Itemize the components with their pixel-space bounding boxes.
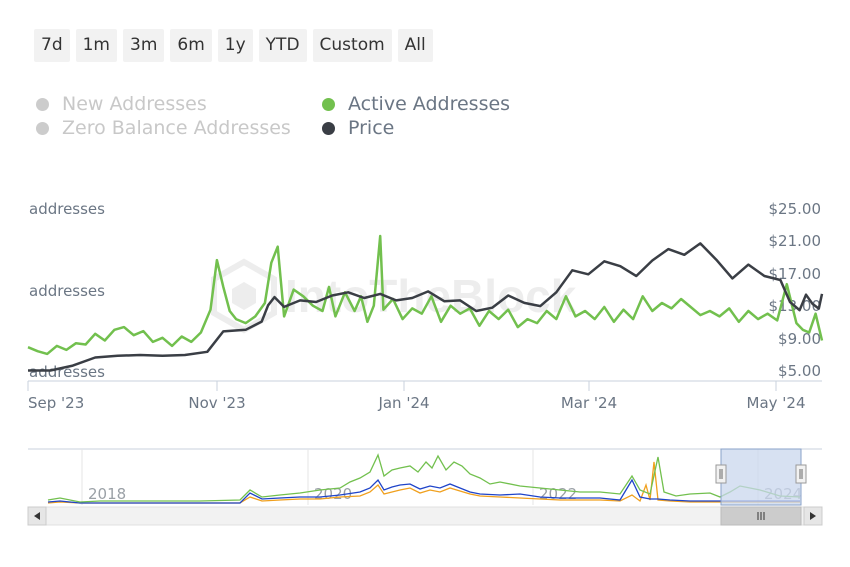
navigator-series-orange [47,461,800,504]
range-button-6m[interactable]: 6m [170,29,212,62]
navigator-selected-range[interactable] [720,448,802,506]
navigator-right-handle[interactable] [795,464,807,484]
range-button-7d[interactable]: 7d [34,29,70,62]
range-button-3m[interactable]: 3m [123,29,165,62]
navigator-series-green [47,453,801,503]
legend-dot-icon [36,97,49,111]
legend-item-new-addresses[interactable]: New Addresses [36,93,207,115]
x-axis-tick-label: Nov '23 [188,394,245,412]
legend-dot-icon [322,97,335,111]
left-axis-tick-label: addresses [29,200,105,218]
chevron-right-icon [810,512,816,520]
chart-legend: New Addresses Zero Balance Addresses Act… [36,93,596,149]
navigator-scrollbar[interactable] [27,506,823,526]
x-axis-tick-label: May '24 [747,394,806,412]
right-axis-tick-label: $5.00 [778,362,821,380]
series-line-price [28,242,824,372]
x-axis-tick-label: Sep '23 [28,394,84,412]
navigator-left-handle[interactable] [715,464,727,484]
left-axis-tick-label: addresses [29,282,105,300]
range-button-all[interactable]: All [397,29,433,62]
legend-item-active-addresses[interactable]: Active Addresses [322,93,510,115]
legend-label: New Addresses [62,93,207,115]
scrollbar-track[interactable] [27,506,823,526]
range-button-custom[interactable]: Custom [312,29,392,62]
range-button-1m[interactable]: 1m [75,29,117,62]
range-button-1y[interactable]: 1y [217,29,253,62]
range-selector: 7d 1m 3m 6m 1y YTD Custom All [34,29,433,62]
legend-label: Active Addresses [348,93,511,115]
range-button-ytd[interactable]: YTD [258,29,307,62]
legend-label: Zero Balance Addresses [62,117,291,139]
series-line-active-addresses [27,234,824,356]
left-axis-tick-label: addresses [29,363,105,381]
chevron-left-icon [34,512,40,520]
navigator: 2018 2020 2022 2024 [28,448,822,506]
legend-dot-icon [36,121,49,135]
right-axis-tick-label: $17.00 [769,265,822,283]
navigator-series-blue [47,478,800,504]
legend-label: Price [348,117,395,139]
navigator-axis-label: 2018 [88,485,126,503]
scrollbar-grip-icon [757,512,765,520]
legend-dot-icon [322,121,335,135]
x-axis-tick-label: Mar '24 [561,394,617,412]
right-axis-tick-label: $9.00 [778,330,821,348]
right-axis-tick-label: $21.00 [769,232,822,250]
right-axis-tick-label: $25.00 [769,200,822,218]
legend-item-zero-balance-addresses[interactable]: Zero Balance Addresses [36,117,291,139]
watermark: IntoTheBlock [211,258,577,334]
legend-item-price[interactable]: Price [322,117,394,139]
x-axis-tick-label: Jan '24 [377,394,429,412]
